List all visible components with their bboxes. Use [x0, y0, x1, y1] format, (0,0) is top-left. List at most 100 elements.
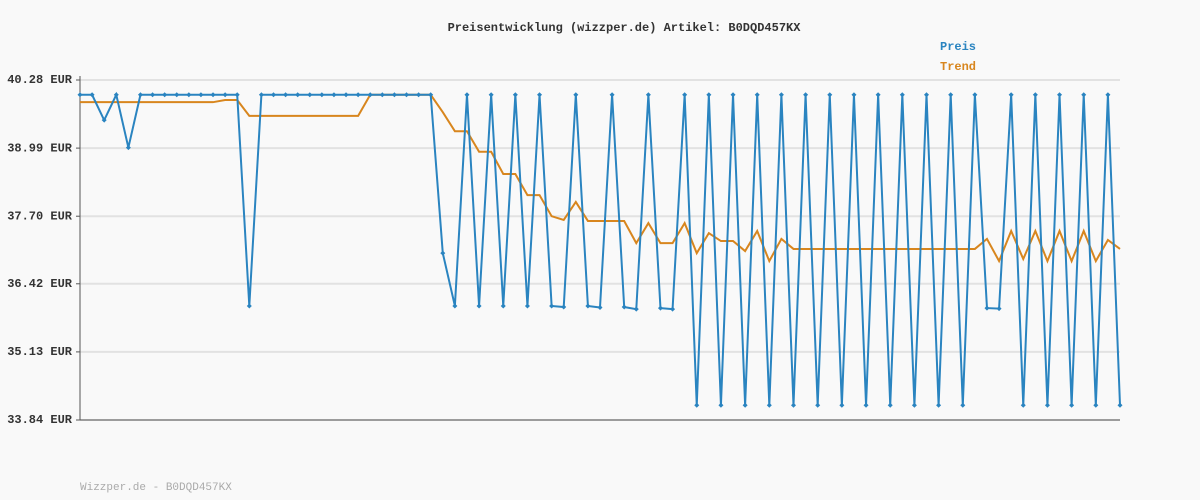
point-marker: [766, 402, 772, 408]
point-marker: [972, 92, 978, 98]
point-marker: [367, 92, 373, 98]
point-marker: [524, 303, 530, 309]
point-marker: [1020, 402, 1026, 408]
point-marker: [924, 92, 930, 98]
point-marker: [609, 92, 615, 98]
point-marker: [246, 303, 252, 309]
series-line: [80, 93, 1121, 264]
point-marker: [452, 303, 458, 309]
point-marker: [391, 92, 397, 98]
point-marker: [778, 92, 784, 98]
point-marker: [283, 92, 289, 98]
point-marker: [234, 92, 240, 98]
point-marker: [343, 92, 349, 98]
point-marker: [645, 92, 651, 98]
point-marker: [754, 92, 760, 98]
point-marker: [186, 92, 192, 98]
point-marker: [210, 92, 216, 98]
point-marker: [863, 402, 869, 408]
y-tick-label: 37.70 EUR: [7, 209, 73, 223]
point-marker: [319, 92, 325, 98]
point-marker: [416, 92, 422, 98]
footer: Wizzper.de - B0DQD457KX: [80, 482, 232, 494]
y-tick-label: 35.13 EUR: [7, 345, 73, 359]
point-marker: [742, 402, 748, 408]
point-marker: [996, 306, 1002, 312]
point-marker: [911, 402, 917, 408]
point-marker: [657, 305, 663, 311]
point-marker: [1081, 92, 1087, 98]
point-marker: [839, 402, 845, 408]
point-marker: [440, 250, 446, 256]
legend-label: Preis: [940, 40, 976, 54]
point-marker: [198, 92, 204, 98]
point-marker: [77, 92, 83, 98]
point-marker: [984, 305, 990, 311]
point-marker: [537, 92, 543, 98]
point-marker: [428, 92, 434, 98]
point-marker: [270, 92, 276, 98]
point-marker: [1008, 92, 1014, 98]
legend-label: Trend: [940, 60, 976, 74]
point-marker: [162, 92, 168, 98]
point-marker: [597, 305, 603, 311]
series-line: [80, 91, 1121, 406]
point-marker: [1105, 92, 1111, 98]
point-marker: [585, 303, 591, 309]
point-marker: [295, 92, 301, 98]
point-marker: [1069, 402, 1075, 408]
point-marker: [174, 92, 180, 98]
point-marker: [1044, 402, 1050, 408]
point-marker: [150, 92, 156, 98]
point-marker: [258, 92, 264, 98]
point-marker: [899, 92, 905, 98]
point-marker: [936, 402, 942, 408]
point-marker: [549, 303, 555, 309]
point-marker: [379, 92, 385, 98]
point-marker: [355, 92, 361, 98]
point-marker: [125, 145, 131, 151]
point-marker: [464, 92, 470, 98]
point-marker: [488, 92, 494, 98]
point-marker: [331, 92, 337, 98]
y-tick-label: 36.42 EUR: [7, 277, 73, 291]
point-marker: [887, 402, 893, 408]
point-marker: [730, 92, 736, 98]
point-marker: [875, 92, 881, 98]
point-marker: [500, 303, 506, 309]
point-marker: [1032, 92, 1038, 98]
point-marker: [113, 92, 119, 98]
point-marker: [476, 303, 482, 309]
point-marker: [706, 92, 712, 98]
point-marker: [512, 92, 518, 98]
point-marker: [1057, 92, 1063, 98]
y-tick-label: 33.84 EUR: [7, 413, 73, 427]
y-tick-label: 38.99 EUR: [7, 141, 73, 155]
point-marker: [694, 402, 700, 408]
point-marker: [948, 92, 954, 98]
point-marker: [222, 92, 228, 98]
point-marker: [670, 306, 676, 312]
point-marker: [682, 92, 688, 98]
point-marker: [960, 402, 966, 408]
chart-title: Preisentwicklung (wizzper.de) Artikel: B…: [448, 21, 802, 35]
point-marker: [851, 92, 857, 98]
point-marker: [790, 402, 796, 408]
point-marker: [137, 92, 143, 98]
point-marker: [1093, 402, 1099, 408]
point-marker: [718, 402, 724, 408]
point-marker: [815, 402, 821, 408]
y-tick-label: 40.28 EUR: [7, 73, 73, 87]
point-marker: [573, 92, 579, 98]
point-marker: [803, 92, 809, 98]
point-marker: [1117, 402, 1123, 408]
point-marker: [633, 306, 639, 312]
point-marker: [101, 117, 107, 123]
point-marker: [827, 92, 833, 98]
point-marker: [404, 92, 410, 98]
point-marker: [561, 304, 567, 310]
point-marker: [307, 92, 313, 98]
point-marker: [89, 92, 95, 98]
